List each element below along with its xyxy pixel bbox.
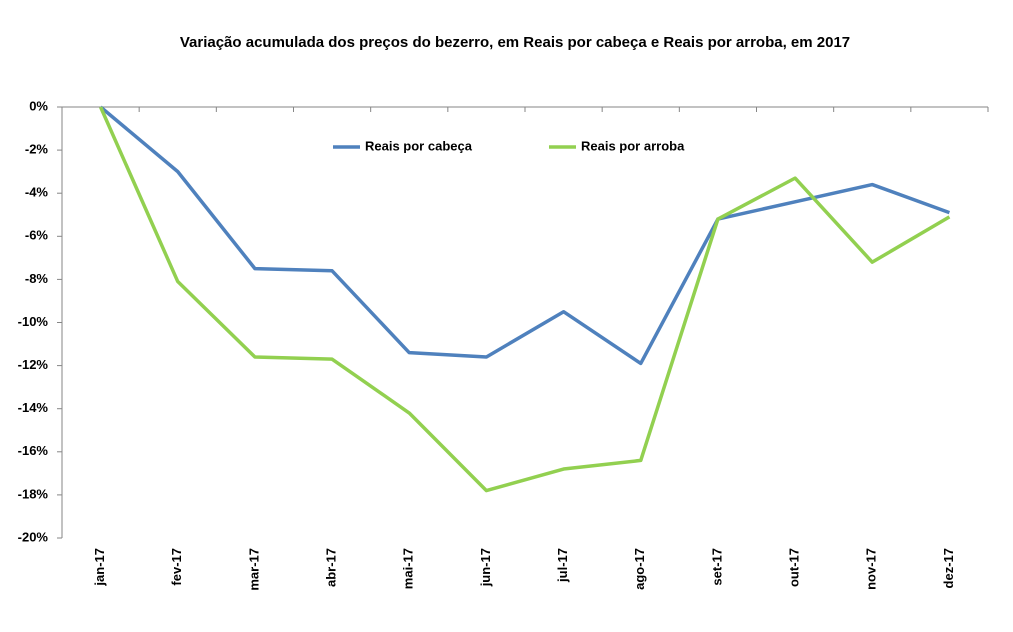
y-tick-label: -10% <box>18 314 49 329</box>
x-tick-label: jun-17 <box>478 548 493 587</box>
y-tick-label: -18% <box>18 486 49 501</box>
chart-title: Variação acumulada dos preços do bezerro… <box>180 34 850 51</box>
y-tick-label: -16% <box>18 443 49 458</box>
x-tick-label: jan-17 <box>92 548 107 587</box>
x-tick-label: dez-17 <box>941 548 956 588</box>
x-tick-label: set-17 <box>709 548 724 586</box>
series-line <box>99 105 951 366</box>
y-tick-label: -14% <box>18 400 49 415</box>
x-tick-label: ago-17 <box>632 548 647 590</box>
y-tick-label: -6% <box>25 228 49 243</box>
x-tick-label: jul-17 <box>555 548 570 583</box>
legend-label: Reais por arroba <box>581 138 685 153</box>
series-line <box>98 106 951 493</box>
x-tick-label: mai-17 <box>401 548 416 589</box>
x-tick-label: fev-17 <box>169 548 184 586</box>
y-tick-label: -2% <box>25 142 49 157</box>
y-tick-label: -4% <box>25 185 49 200</box>
y-tick-label: 0% <box>29 98 48 113</box>
x-tick-label: out-17 <box>787 548 802 587</box>
x-tick-label: nov-17 <box>864 548 879 590</box>
y-tick-label: -20% <box>18 529 49 544</box>
y-tick-label: -8% <box>25 271 49 286</box>
legend-label: Reais por cabeça <box>365 138 473 153</box>
x-tick-label: mar-17 <box>246 548 261 591</box>
y-tick-label: -12% <box>18 357 49 372</box>
x-tick-label: abr-17 <box>324 548 339 587</box>
